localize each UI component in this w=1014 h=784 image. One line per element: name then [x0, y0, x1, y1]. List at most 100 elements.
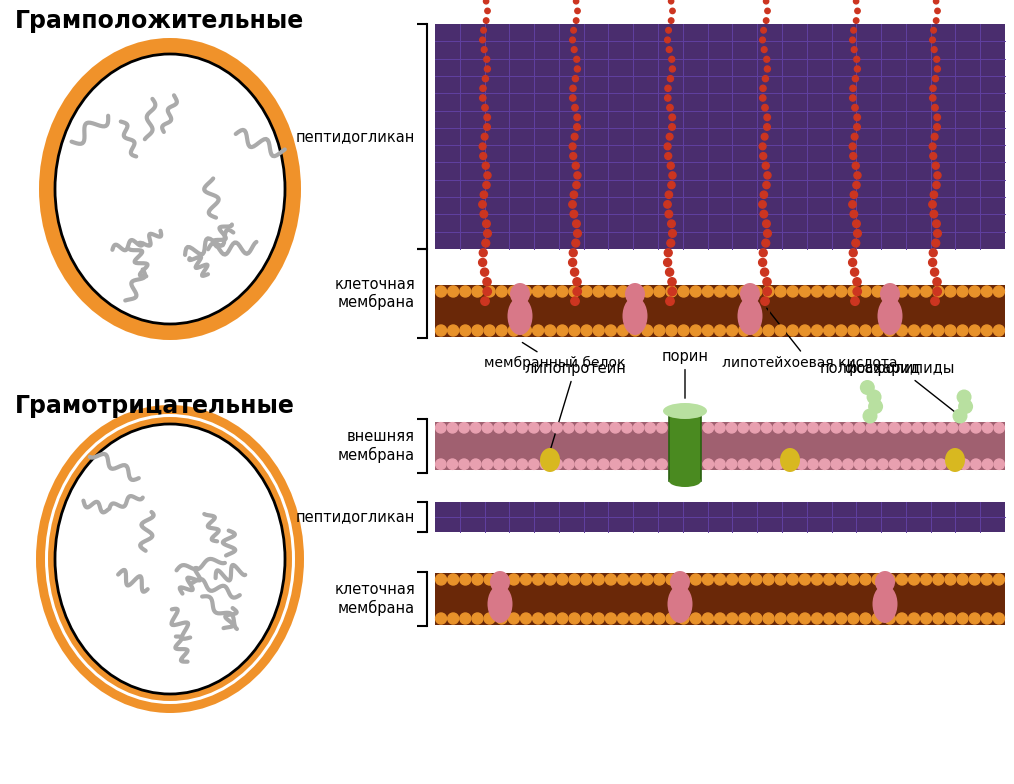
Text: пептидогликан: пептидогликан [296, 129, 415, 144]
Circle shape [867, 390, 881, 405]
Text: полисахарид: полисахарид [819, 361, 921, 395]
Circle shape [850, 153, 857, 159]
Circle shape [678, 286, 690, 297]
Circle shape [959, 423, 969, 433]
Circle shape [634, 423, 644, 433]
Circle shape [983, 423, 993, 433]
Circle shape [852, 47, 857, 53]
Circle shape [528, 459, 539, 470]
Circle shape [931, 133, 938, 140]
Circle shape [726, 459, 737, 470]
Circle shape [668, 0, 673, 4]
Circle shape [751, 574, 762, 585]
Circle shape [850, 210, 858, 218]
Circle shape [848, 286, 859, 297]
Circle shape [448, 574, 458, 585]
Circle shape [945, 574, 956, 585]
Bar [435, 502, 1005, 532]
Circle shape [691, 286, 702, 297]
Circle shape [482, 104, 488, 111]
Ellipse shape [490, 571, 510, 593]
Circle shape [610, 459, 621, 470]
Circle shape [642, 286, 653, 297]
Ellipse shape [877, 297, 902, 335]
Text: внешняя
мембрана: внешняя мембрана [338, 429, 415, 463]
Ellipse shape [510, 283, 530, 305]
Circle shape [896, 286, 908, 297]
Circle shape [763, 286, 774, 297]
Ellipse shape [45, 414, 295, 704]
Text: Грамположительные: Грамположительные [15, 9, 304, 33]
Circle shape [947, 423, 958, 433]
Circle shape [934, 172, 941, 179]
Circle shape [896, 574, 908, 585]
Circle shape [666, 133, 673, 140]
Circle shape [760, 297, 770, 305]
Circle shape [484, 124, 491, 130]
Circle shape [760, 191, 768, 198]
Circle shape [666, 47, 672, 53]
Circle shape [517, 459, 527, 470]
Circle shape [572, 239, 580, 247]
Circle shape [630, 325, 641, 336]
Circle shape [517, 423, 527, 433]
Circle shape [759, 37, 766, 43]
Circle shape [483, 220, 490, 227]
Circle shape [853, 181, 860, 189]
Circle shape [665, 37, 670, 43]
Ellipse shape [780, 448, 800, 472]
Circle shape [855, 66, 860, 72]
Circle shape [605, 613, 617, 624]
Circle shape [851, 27, 857, 33]
Circle shape [481, 191, 488, 198]
Circle shape [666, 613, 677, 624]
Ellipse shape [37, 405, 304, 713]
Circle shape [933, 278, 941, 286]
Circle shape [540, 459, 551, 470]
Circle shape [994, 325, 1005, 336]
Circle shape [930, 37, 935, 43]
Circle shape [759, 95, 766, 101]
Circle shape [573, 181, 580, 189]
Circle shape [669, 172, 676, 179]
Circle shape [931, 297, 939, 305]
Circle shape [787, 286, 798, 297]
Circle shape [505, 459, 516, 470]
Circle shape [574, 172, 581, 179]
Circle shape [823, 574, 835, 585]
Circle shape [785, 423, 795, 433]
Circle shape [831, 459, 842, 470]
Circle shape [958, 399, 973, 414]
Circle shape [889, 423, 899, 433]
Circle shape [970, 459, 982, 470]
Circle shape [764, 172, 771, 179]
Ellipse shape [670, 571, 690, 593]
Circle shape [764, 56, 770, 62]
Circle shape [872, 286, 883, 297]
Circle shape [482, 423, 493, 433]
Circle shape [727, 325, 737, 336]
Circle shape [645, 459, 655, 470]
Circle shape [692, 423, 702, 433]
Circle shape [930, 210, 938, 218]
Circle shape [618, 286, 629, 297]
Circle shape [642, 574, 653, 585]
Circle shape [480, 153, 487, 159]
Circle shape [749, 459, 760, 470]
Circle shape [969, 613, 981, 624]
Circle shape [849, 201, 856, 208]
Ellipse shape [507, 297, 532, 335]
Bar [435, 573, 1005, 625]
Circle shape [799, 286, 810, 297]
Circle shape [884, 325, 895, 336]
Circle shape [982, 325, 993, 336]
Circle shape [956, 390, 971, 405]
Circle shape [921, 574, 932, 585]
Ellipse shape [872, 585, 897, 623]
Circle shape [436, 325, 446, 336]
Circle shape [668, 278, 676, 286]
Circle shape [703, 574, 714, 585]
Circle shape [480, 95, 486, 101]
Circle shape [581, 613, 592, 624]
Circle shape [715, 613, 725, 624]
